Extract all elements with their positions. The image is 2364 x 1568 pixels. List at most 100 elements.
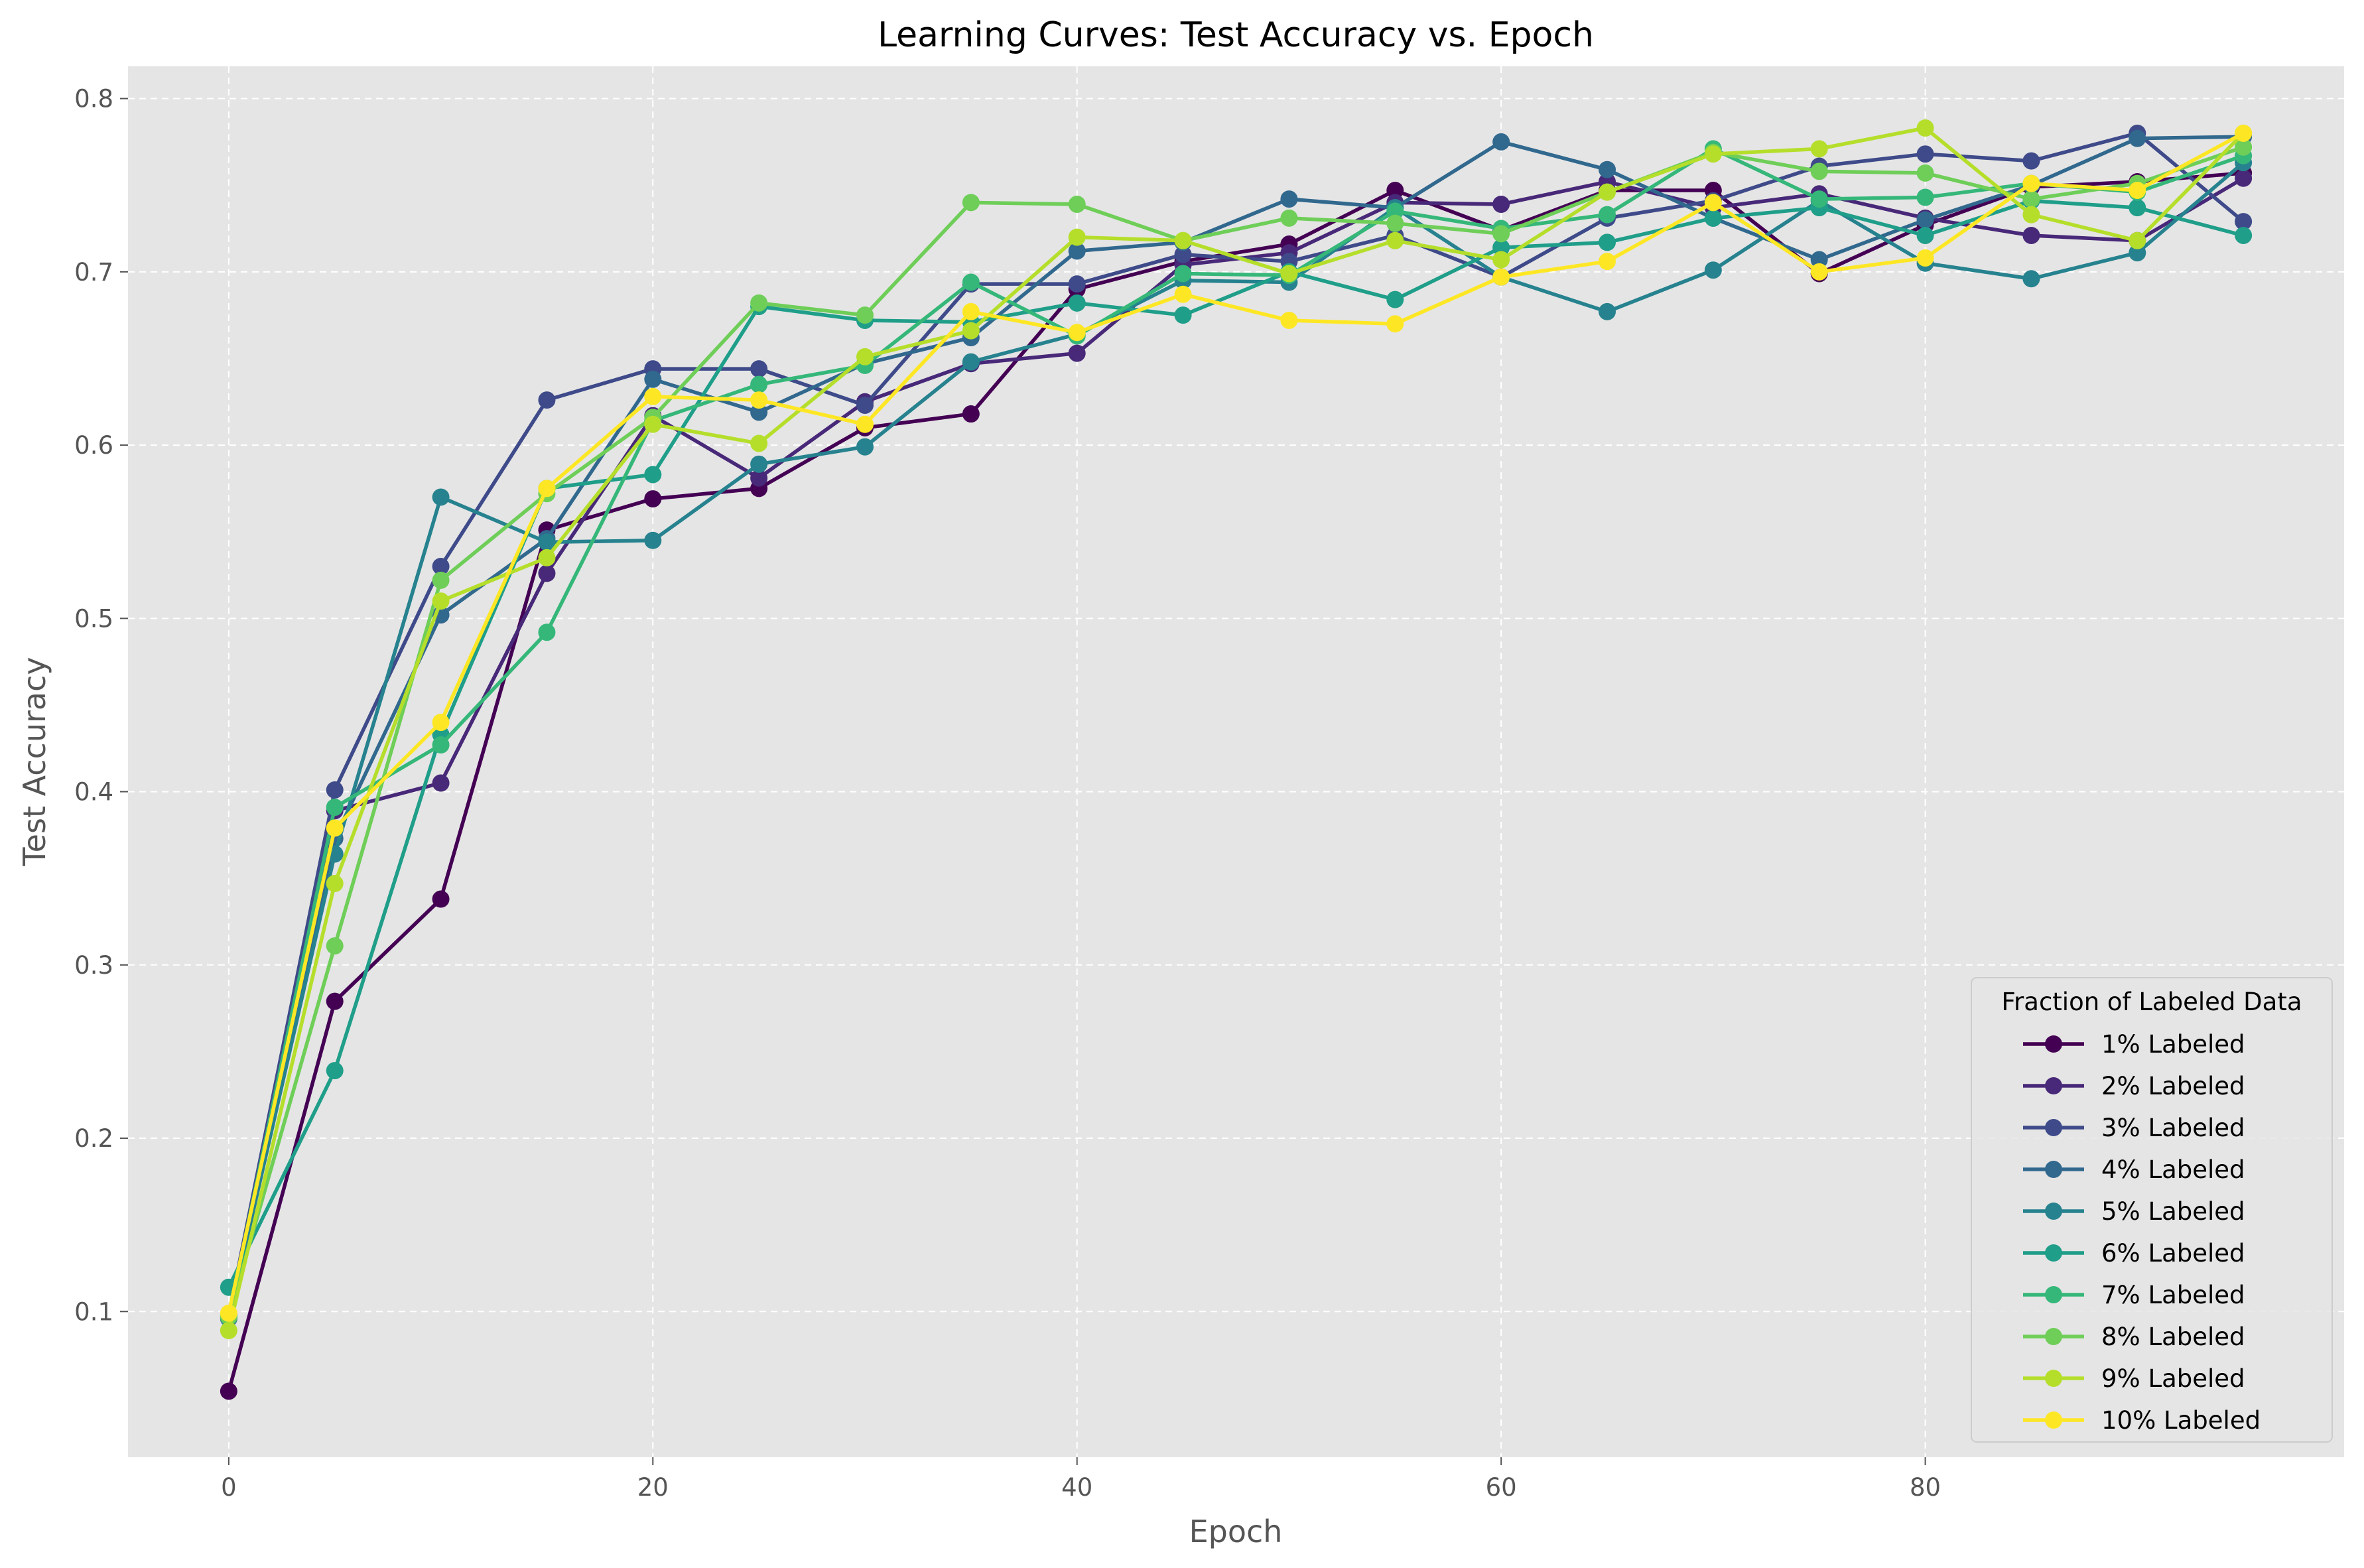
data-point xyxy=(2022,226,2040,244)
data-point xyxy=(432,557,450,575)
grid-lines xyxy=(128,66,2344,1457)
data-point xyxy=(2235,226,2253,244)
y-tick-label: 0.7 xyxy=(74,258,113,287)
legend-item: 3% Labeled xyxy=(2023,1114,2245,1142)
data-point xyxy=(1068,275,1086,293)
data-point xyxy=(2235,138,2253,156)
y-tick-label: 0.5 xyxy=(74,604,113,633)
data-point xyxy=(1280,209,1298,227)
legend-item: 8% Labeled xyxy=(2023,1323,2245,1351)
data-point xyxy=(432,736,450,754)
data-point xyxy=(1810,190,1828,208)
legend-label: 10% Labeled xyxy=(2101,1406,2261,1435)
legend-label: 5% Labeled xyxy=(2101,1197,2245,1226)
data-point xyxy=(1492,268,1510,286)
data-point xyxy=(856,306,874,324)
data-point xyxy=(1174,245,1192,263)
data-point xyxy=(1174,231,1192,249)
data-point xyxy=(750,360,768,378)
series-line xyxy=(227,147,2245,1319)
data-point xyxy=(962,194,980,212)
data-point xyxy=(326,819,344,837)
data-point xyxy=(2235,169,2253,187)
data-point xyxy=(1492,251,1510,269)
data-point xyxy=(326,1062,344,1080)
data-point xyxy=(1598,161,1616,178)
data-point xyxy=(644,370,662,388)
legend-swatch-marker xyxy=(2045,1411,2062,1429)
data-point xyxy=(1068,294,1086,312)
data-point xyxy=(1492,195,1510,213)
data-point xyxy=(2022,270,2040,288)
data-point xyxy=(1068,228,1086,246)
legend-swatch-marker xyxy=(2045,1286,2062,1303)
legend-label: 4% Labeled xyxy=(2101,1155,2245,1184)
data-point xyxy=(432,890,450,908)
data-point xyxy=(750,403,768,421)
data-point xyxy=(432,592,450,610)
data-point xyxy=(2022,190,2040,208)
legend-label: 8% Labeled xyxy=(2101,1323,2245,1351)
data-point xyxy=(644,415,662,433)
legend-item: 9% Labeled xyxy=(2023,1364,2245,1393)
data-point xyxy=(1810,251,1828,269)
series-line xyxy=(227,171,2245,1394)
chart-legend: Fraction of Labeled Data 1% Labeled 2% La… xyxy=(1971,977,2333,1443)
legend-label: 1% Labeled xyxy=(2101,1030,2245,1059)
data-point xyxy=(1810,263,1828,281)
data-point xyxy=(1598,302,1616,320)
legend-label: 3% Labeled xyxy=(2101,1114,2245,1142)
y-tick-label: 0.1 xyxy=(74,1297,113,1326)
data-point xyxy=(1916,164,1934,182)
data-point xyxy=(1174,285,1192,303)
legend-swatch-marker xyxy=(2045,1203,2062,1220)
series-10 xyxy=(220,124,2253,1322)
data-point xyxy=(1916,145,1934,163)
data-point xyxy=(538,391,556,409)
data-point xyxy=(1492,133,1510,151)
data-point xyxy=(1598,233,1616,251)
data-point xyxy=(538,480,556,497)
axis-ticks: 0 20 40 60 80 0.1 0.2 0.3 0.4 0.5 0.6 0.7 0.8 xyxy=(74,85,1941,1502)
data-point xyxy=(1810,163,1828,180)
data-point xyxy=(856,396,874,414)
data-point xyxy=(432,488,450,506)
data-point xyxy=(220,1304,237,1322)
legend-item: 5% Labeled xyxy=(2023,1197,2245,1226)
data-point xyxy=(1386,291,1404,308)
data-point xyxy=(750,455,768,473)
legend-swatch-marker xyxy=(2045,1035,2062,1053)
legend-box xyxy=(1971,977,2333,1443)
series-lines xyxy=(220,119,2253,1400)
data-point xyxy=(2022,174,2040,192)
data-point xyxy=(2129,199,2146,217)
data-point xyxy=(1174,306,1192,324)
data-point xyxy=(750,469,768,487)
legend-item: 10% Labeled xyxy=(2023,1406,2261,1435)
data-point xyxy=(1916,226,1934,244)
y-tick-label: 0.6 xyxy=(74,431,113,460)
series-line xyxy=(227,198,2245,1289)
data-point xyxy=(2022,152,2040,170)
legend-item: 4% Labeled xyxy=(2023,1155,2245,1184)
data-point xyxy=(1386,214,1404,232)
data-point xyxy=(962,353,980,371)
legend-item: 6% Labeled xyxy=(2023,1239,2245,1268)
legend-swatch-marker xyxy=(2045,1244,2062,1262)
data-point xyxy=(1704,209,1722,227)
legend-swatch-marker xyxy=(2045,1328,2062,1345)
series-line xyxy=(227,126,2245,1333)
data-point xyxy=(2129,182,2146,200)
series-line xyxy=(227,145,2245,1319)
data-point xyxy=(750,294,768,312)
data-point xyxy=(220,1382,237,1400)
legend-swatch-marker xyxy=(2045,1161,2062,1178)
legend-item: 7% Labeled xyxy=(2023,1281,2245,1309)
data-point xyxy=(538,623,556,641)
data-point xyxy=(1916,211,1934,229)
data-point xyxy=(1916,249,1934,267)
data-point xyxy=(644,466,662,484)
data-point xyxy=(432,571,450,589)
data-point xyxy=(1386,182,1404,200)
data-point xyxy=(326,781,344,799)
